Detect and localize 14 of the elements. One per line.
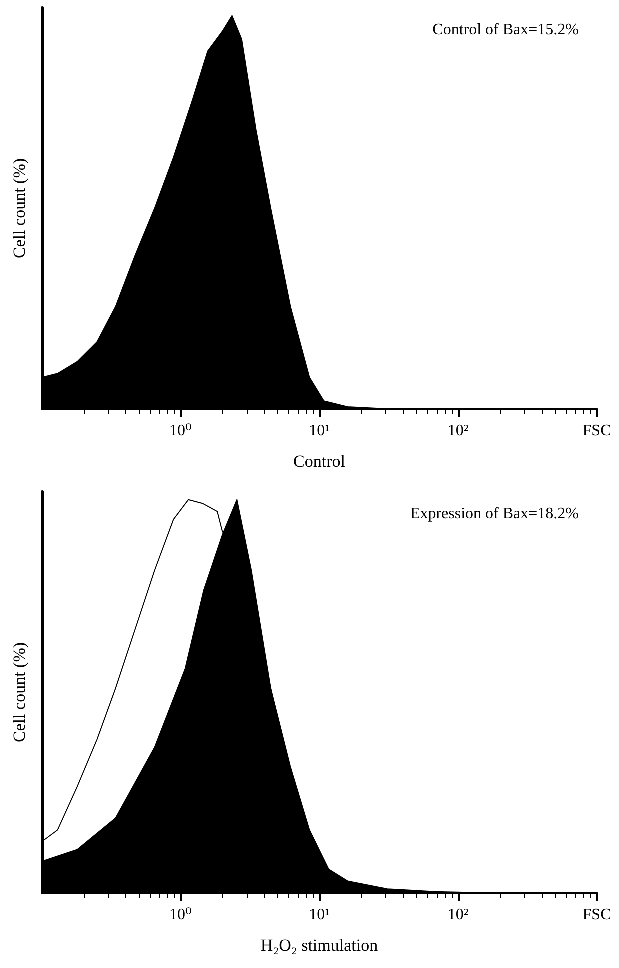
x-tick-label: 10⁰ [170, 906, 192, 924]
x-axis-title: Control [294, 452, 346, 471]
annotation: Control of Bax=15.2% [432, 22, 579, 38]
x-tick-label: 10² [448, 422, 469, 440]
x-tick-label: FSC [582, 906, 612, 924]
x-tick-label: 10² [448, 906, 469, 924]
x-tick-label: 10⁰ [170, 422, 192, 440]
x-tick-label: FSC [582, 422, 612, 440]
x-tick-label: 10¹ [309, 906, 330, 924]
annotation: Expression of Bax=18.2% [410, 506, 580, 522]
y-axis-title: Cell count (%) [10, 158, 29, 259]
x-axis-title: H₂O₂ stimulation [260, 936, 379, 955]
x-tick-label: 10¹ [309, 422, 330, 440]
y-axis-title: Cell count (%) [10, 642, 29, 743]
